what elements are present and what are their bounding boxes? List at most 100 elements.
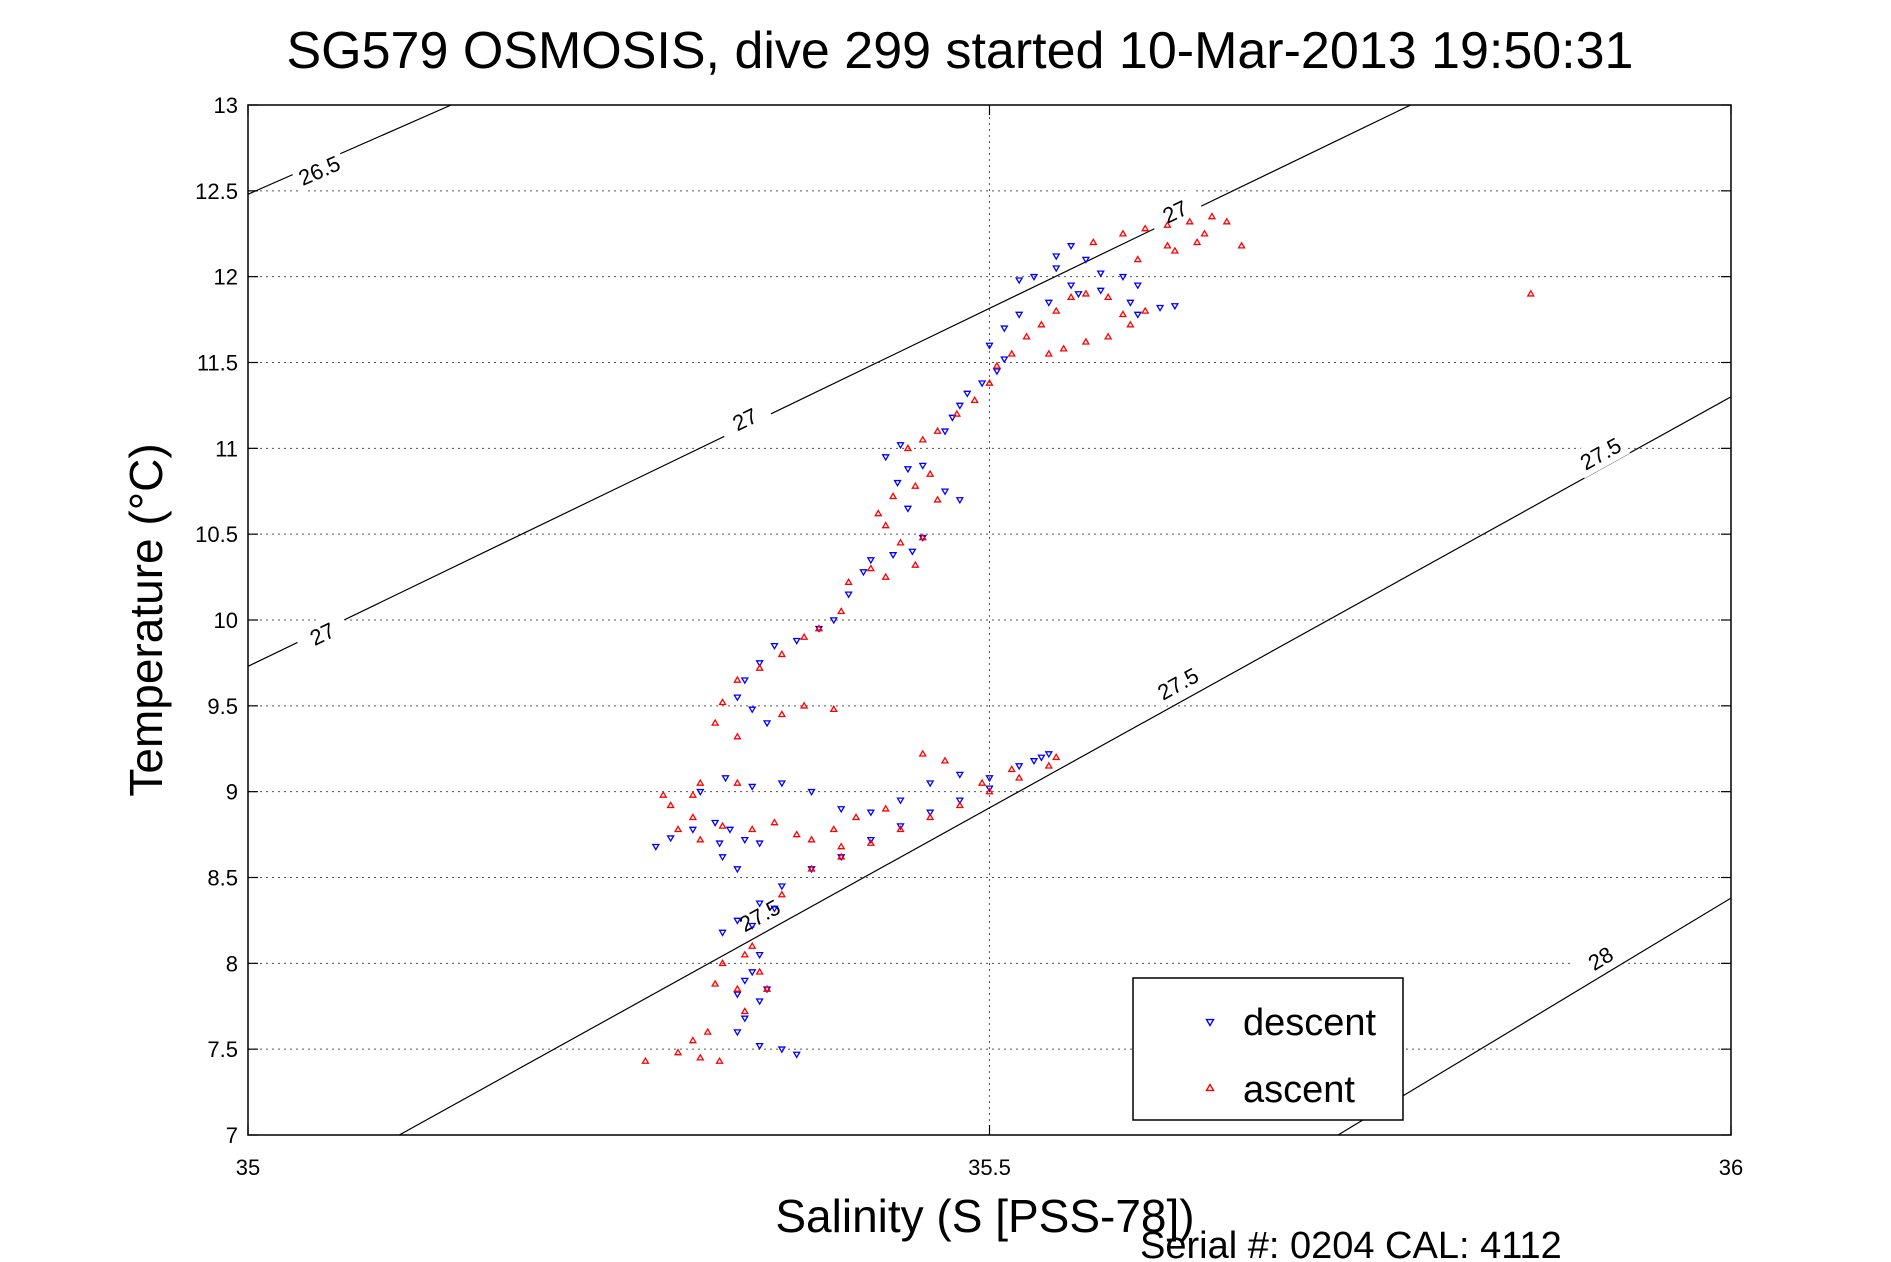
- ascent-point: [829, 825, 838, 833]
- ascent-point: [688, 1036, 698, 1044]
- x-tick-label: 36: [1719, 1155, 1743, 1180]
- descent-point: [777, 883, 787, 891]
- ascent-point: [1133, 255, 1142, 263]
- ascent-point: [1192, 238, 1202, 246]
- isopycnal-line: [248, 105, 1411, 667]
- ascent-point: [1044, 349, 1053, 357]
- ascent-point: [1022, 332, 1031, 340]
- ascent-point: [1185, 217, 1194, 225]
- y-tick-label: 7: [226, 1123, 238, 1148]
- ascent-point: [1207, 212, 1217, 220]
- ascent-point: [755, 663, 764, 671]
- ascent-point: [837, 852, 846, 860]
- ascent-point: [703, 1027, 712, 1035]
- descent-point: [755, 998, 764, 1006]
- descent-point: [859, 569, 868, 577]
- ascent-point: [673, 1048, 683, 1056]
- ascent-point: [1237, 241, 1246, 249]
- x-axis-label: Salinity (S [PSS-78]): [775, 1190, 1194, 1242]
- descent-point: [748, 969, 757, 977]
- descent-point: [893, 479, 902, 487]
- ascent-point: [829, 704, 838, 713]
- descent-point: [733, 694, 742, 702]
- descent-point: [740, 1015, 749, 1023]
- ascent-point: [666, 801, 675, 809]
- ascent-point: [807, 864, 816, 872]
- descent-point: [666, 835, 675, 843]
- isopycnal-label-bg: [289, 146, 349, 194]
- descent-point: [1126, 299, 1135, 307]
- descent-point: [918, 462, 927, 470]
- descent-point: [770, 643, 779, 651]
- ascent-point: [874, 509, 883, 517]
- descent-point: [1000, 356, 1009, 364]
- descent-point: [955, 402, 964, 410]
- isopycnal-line: [248, 105, 452, 195]
- isopycnal-line: [398, 396, 1731, 1135]
- ascent-point: [933, 426, 942, 434]
- descent-point: [718, 854, 727, 862]
- descent-point: [844, 591, 853, 599]
- descent-point: [748, 783, 757, 791]
- ascent-point: [696, 835, 705, 843]
- ascent-point: [1104, 292, 1113, 301]
- ascent-point: [970, 395, 979, 404]
- descent-point: [715, 840, 724, 848]
- ascent-point: [1126, 320, 1135, 328]
- ascent-point: [733, 732, 742, 740]
- descent-point: [1133, 282, 1142, 290]
- descent-point: [837, 806, 846, 814]
- y-tick-label: 8.5: [207, 866, 238, 891]
- ascent-point: [866, 838, 875, 846]
- descent-point: [866, 809, 875, 817]
- descent-point: [1133, 311, 1142, 319]
- ascent-point: [762, 984, 772, 992]
- ascent-point: [1081, 289, 1091, 297]
- ascent-point: [1141, 224, 1150, 232]
- ascent-point: [881, 521, 890, 529]
- ascent-point: [1052, 306, 1061, 314]
- data-points: [641, 212, 1535, 1064]
- ascent-point: [696, 778, 705, 786]
- legend-label-ascent: ascent: [1243, 1069, 1355, 1111]
- descent-point: [1037, 754, 1046, 762]
- descent-point: [1029, 273, 1039, 281]
- ascent-point: [748, 825, 757, 833]
- serial-cal-footer: Serial #: 0204 CAL: 4112: [1140, 1225, 1562, 1262]
- descent-point: [807, 788, 816, 796]
- isopycnal-label-bg: [1148, 658, 1208, 709]
- descent-point: [1170, 303, 1180, 311]
- x-tick-label: 35: [236, 1155, 260, 1180]
- descent-point: [1052, 253, 1061, 261]
- ascent-point: [881, 804, 890, 812]
- ascent-point: [1037, 320, 1046, 328]
- y-tick-label: 9.5: [207, 694, 238, 719]
- descent-point: [1066, 243, 1076, 251]
- ascent-point: [844, 577, 853, 585]
- ascent-point: [1141, 306, 1150, 314]
- y-tick-label: 11: [215, 436, 238, 461]
- ascent-point: [777, 650, 787, 658]
- descent-point: [955, 497, 964, 505]
- ascent-point: [740, 1007, 749, 1015]
- descent-point: [926, 780, 935, 788]
- legend-box: [1132, 977, 1404, 1121]
- ascent-point: [733, 675, 742, 683]
- descent-point: [881, 454, 890, 462]
- ascent-point: [696, 1053, 705, 1061]
- descent-point: [985, 775, 994, 783]
- ascent-point: [718, 959, 727, 967]
- isopycnal-label-bg: [730, 890, 790, 941]
- legend-marker-descent: [1205, 1018, 1215, 1027]
- descent-point: [1096, 287, 1105, 295]
- isopycnal-label-bg: [1570, 428, 1631, 479]
- ascent-point: [673, 825, 683, 833]
- descent-point: [792, 637, 801, 645]
- ascent-point: [688, 813, 698, 821]
- ascent-point: [918, 749, 927, 757]
- ascent-point: [992, 361, 1002, 369]
- ascent-point: [911, 481, 920, 489]
- ascent-point: [1081, 337, 1091, 345]
